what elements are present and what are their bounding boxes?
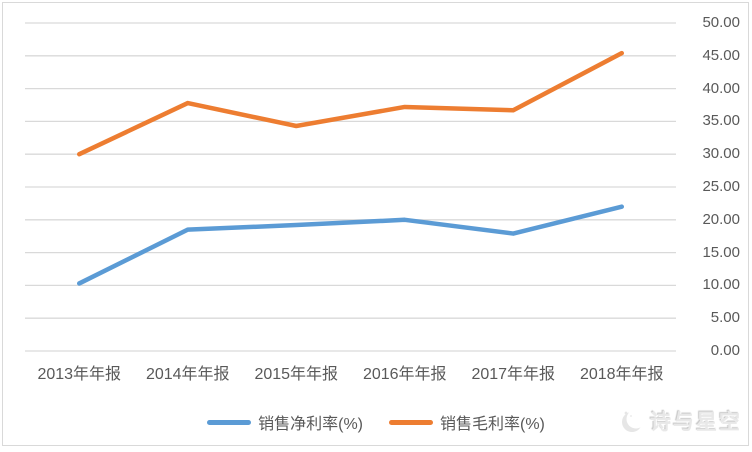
legend-item-gross-profit-margin: 销售毛利率(%): [389, 410, 545, 434]
legend-line-swatch: [389, 419, 433, 425]
series-line-gross-profit-margin: [77, 50, 624, 157]
legend-label: 销售净利率(%): [258, 416, 363, 433]
legend-line-swatch: [207, 419, 252, 425]
series-line-net-profit-margin: [77, 204, 624, 286]
crescent-moon-icon: [622, 409, 646, 432]
watermark: 诗与星空: [619, 406, 742, 436]
chart-legend: 销售净利率(%) 销售毛利率(%): [0, 410, 752, 434]
watermark-text: 诗与星空: [650, 411, 742, 434]
legend-item-net-profit-margin: 销售净利率(%): [207, 410, 363, 434]
legend-label: 销售毛利率(%): [440, 416, 545, 433]
